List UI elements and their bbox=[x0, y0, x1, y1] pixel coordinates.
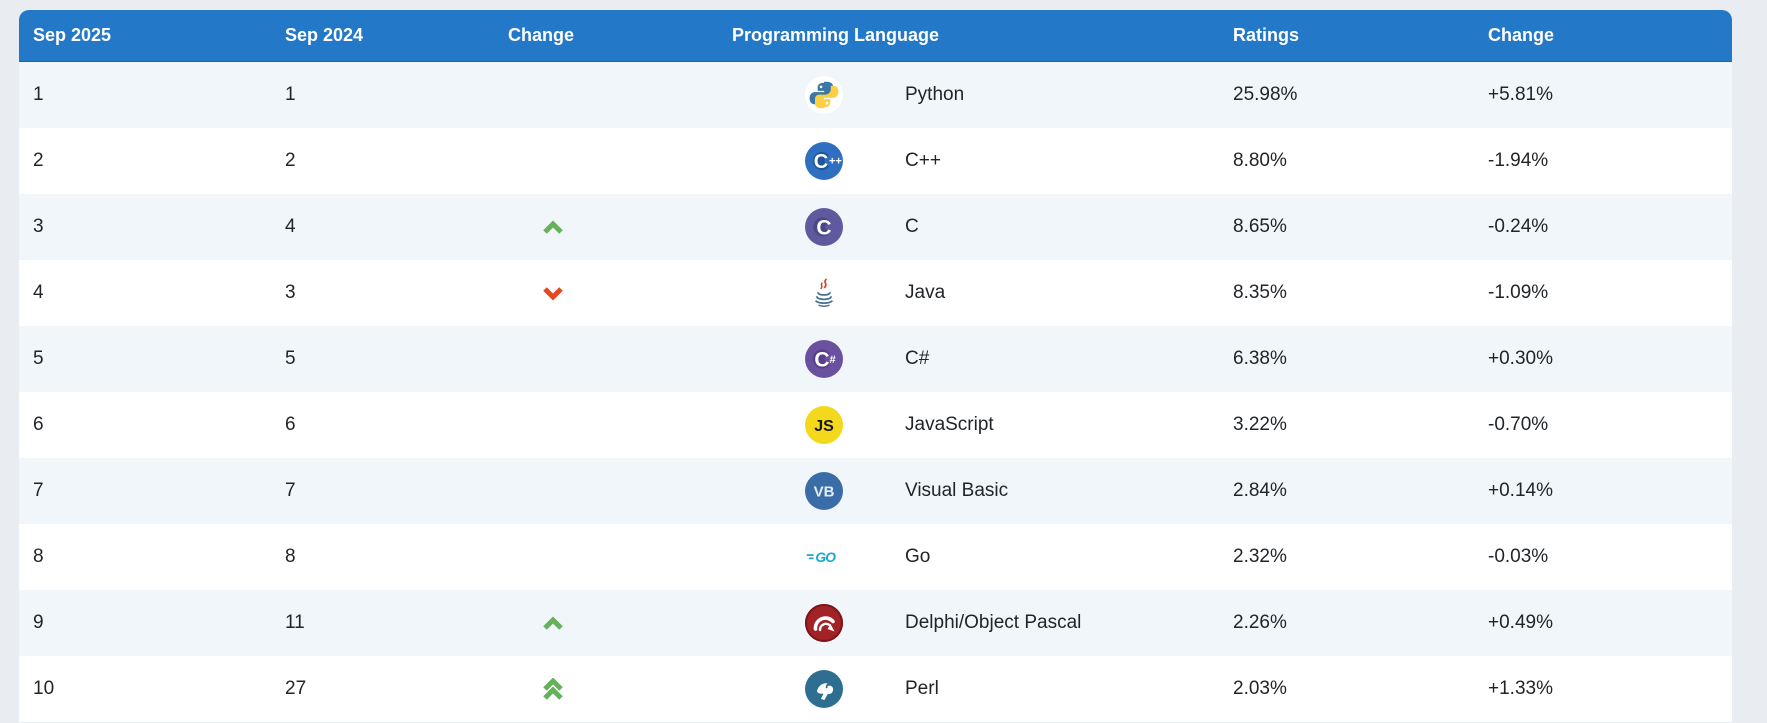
java-icon bbox=[805, 274, 843, 312]
table-body: 1 1 Python 25.98% +5.81% 2 2 C ++ C++ 8.8… bbox=[19, 62, 1732, 722]
up-arrow-icon bbox=[542, 219, 564, 235]
rank-previous: 7 bbox=[285, 480, 296, 501]
header-ratings-change: Change bbox=[1488, 25, 1555, 45]
ratings-value: 8.35% bbox=[1233, 282, 1287, 303]
visual-basic-icon: VB bbox=[805, 472, 843, 510]
table-row: 1 1 Python 25.98% +5.81% bbox=[19, 62, 1732, 128]
ratings-value: 8.65% bbox=[1233, 216, 1287, 237]
ratings-value: 8.80% bbox=[1233, 150, 1287, 171]
header-sep-2024: Sep 2024 bbox=[285, 25, 364, 45]
change-value: +1.33% bbox=[1488, 678, 1553, 699]
rank-previous: 2 bbox=[285, 150, 296, 171]
c-icon: C bbox=[805, 208, 843, 246]
rank-current: 8 bbox=[33, 546, 44, 567]
rank-current: 1 bbox=[33, 84, 44, 105]
go-icon: GO bbox=[805, 538, 843, 576]
rank-current: 7 bbox=[33, 480, 44, 501]
svg-text:VB: VB bbox=[814, 484, 835, 501]
language-name: C++ bbox=[905, 150, 941, 171]
header-ratings: Ratings bbox=[1233, 25, 1300, 45]
language-name: C# bbox=[905, 348, 930, 369]
table-row: 4 3 Java 8.35% -1.09% bbox=[19, 260, 1732, 326]
rank-current: 2 bbox=[33, 150, 44, 171]
language-name: Go bbox=[905, 546, 931, 567]
table-row: 6 6 JS JavaScript 3.22% -0.70% bbox=[19, 392, 1732, 458]
rank-current: 6 bbox=[33, 414, 44, 435]
svg-text:C: C bbox=[816, 217, 831, 240]
ratings-value: 2.03% bbox=[1233, 678, 1287, 699]
rank-current: 4 bbox=[33, 282, 44, 303]
delphi-icon bbox=[805, 604, 843, 642]
change-value: +0.30% bbox=[1488, 348, 1553, 369]
table-row: 10 27 Perl 2.03% +1.33% bbox=[19, 656, 1732, 722]
table-row: 9 11 Delphi/Object Pascal 2.26% +0.49% bbox=[19, 590, 1732, 656]
header-programming-language: Programming Language bbox=[732, 25, 940, 45]
table-row: 7 7 VB Visual Basic 2.84% +0.14% bbox=[19, 458, 1732, 524]
rank-previous: 27 bbox=[285, 678, 307, 699]
language-name: JavaScript bbox=[905, 414, 994, 435]
rank-previous: 4 bbox=[285, 216, 296, 237]
svg-text:GO: GO bbox=[815, 549, 836, 565]
rank-previous: 8 bbox=[285, 546, 296, 567]
down-arrow-icon bbox=[542, 286, 564, 301]
rank-current: 10 bbox=[33, 678, 55, 699]
language-name: Visual Basic bbox=[905, 480, 1009, 501]
change-value: -0.03% bbox=[1488, 546, 1549, 567]
change-value: +5.81% bbox=[1488, 84, 1553, 105]
svg-text:C: C bbox=[814, 151, 828, 173]
up-arrow-icon bbox=[542, 615, 564, 631]
ratings-value: 3.22% bbox=[1233, 414, 1287, 435]
change-value: -1.09% bbox=[1488, 282, 1549, 303]
ratings-value: 2.84% bbox=[1233, 480, 1287, 501]
ratings-value: 25.98% bbox=[1233, 84, 1298, 105]
change-value: +0.14% bbox=[1488, 480, 1553, 501]
header-sep-2025: Sep 2025 bbox=[33, 25, 112, 45]
ratings-value: 6.38% bbox=[1233, 348, 1287, 369]
table-row: 3 4 C C 8.65% -0.24% bbox=[19, 194, 1732, 260]
change-value: -1.94% bbox=[1488, 150, 1549, 171]
rank-current: 9 bbox=[33, 612, 44, 633]
svg-text:#: # bbox=[830, 354, 836, 366]
rank-previous: 5 bbox=[285, 348, 296, 369]
language-name: Python bbox=[905, 84, 965, 105]
svg-text:++: ++ bbox=[829, 156, 842, 168]
change-value: -0.70% bbox=[1488, 414, 1549, 435]
change-value: -0.24% bbox=[1488, 216, 1549, 237]
python-icon bbox=[805, 76, 843, 114]
language-name: C bbox=[905, 216, 919, 237]
language-name: Delphi/Object Pascal bbox=[905, 612, 1082, 633]
change-value: +0.49% bbox=[1488, 612, 1553, 633]
table-row: 8 8 GO Go 2.32% -0.03% bbox=[19, 524, 1732, 590]
rank-previous: 3 bbox=[285, 282, 296, 303]
ratings-value: 2.32% bbox=[1233, 546, 1287, 567]
javascript-icon: JS bbox=[805, 406, 843, 444]
ratings-value: 2.26% bbox=[1233, 612, 1287, 633]
perl-icon bbox=[805, 670, 843, 708]
rank-previous: 1 bbox=[285, 84, 296, 105]
svg-text:C: C bbox=[814, 349, 829, 372]
cpp-icon: C ++ bbox=[805, 142, 843, 180]
rank-current: 3 bbox=[33, 216, 44, 237]
tiobe-index-table: Sep 2025 Sep 2024 Change Programming Lan… bbox=[19, 10, 1732, 722]
language-name: Perl bbox=[905, 678, 939, 699]
table-row: 5 5 C # C# 6.38% +0.30% bbox=[19, 326, 1732, 392]
language-name: Java bbox=[905, 282, 946, 303]
rank-previous: 11 bbox=[285, 612, 305, 633]
table-row: 2 2 C ++ C++ 8.80% -1.94% bbox=[19, 128, 1732, 194]
header-position-change: Change bbox=[508, 25, 575, 45]
csharp-icon: C # bbox=[805, 340, 843, 378]
rank-previous: 6 bbox=[285, 414, 296, 435]
up-arrow-icon bbox=[542, 677, 564, 701]
rank-current: 5 bbox=[33, 348, 44, 369]
table-header-row: Sep 2025 Sep 2024 Change Programming Lan… bbox=[19, 10, 1732, 62]
svg-text:JS: JS bbox=[814, 418, 834, 435]
